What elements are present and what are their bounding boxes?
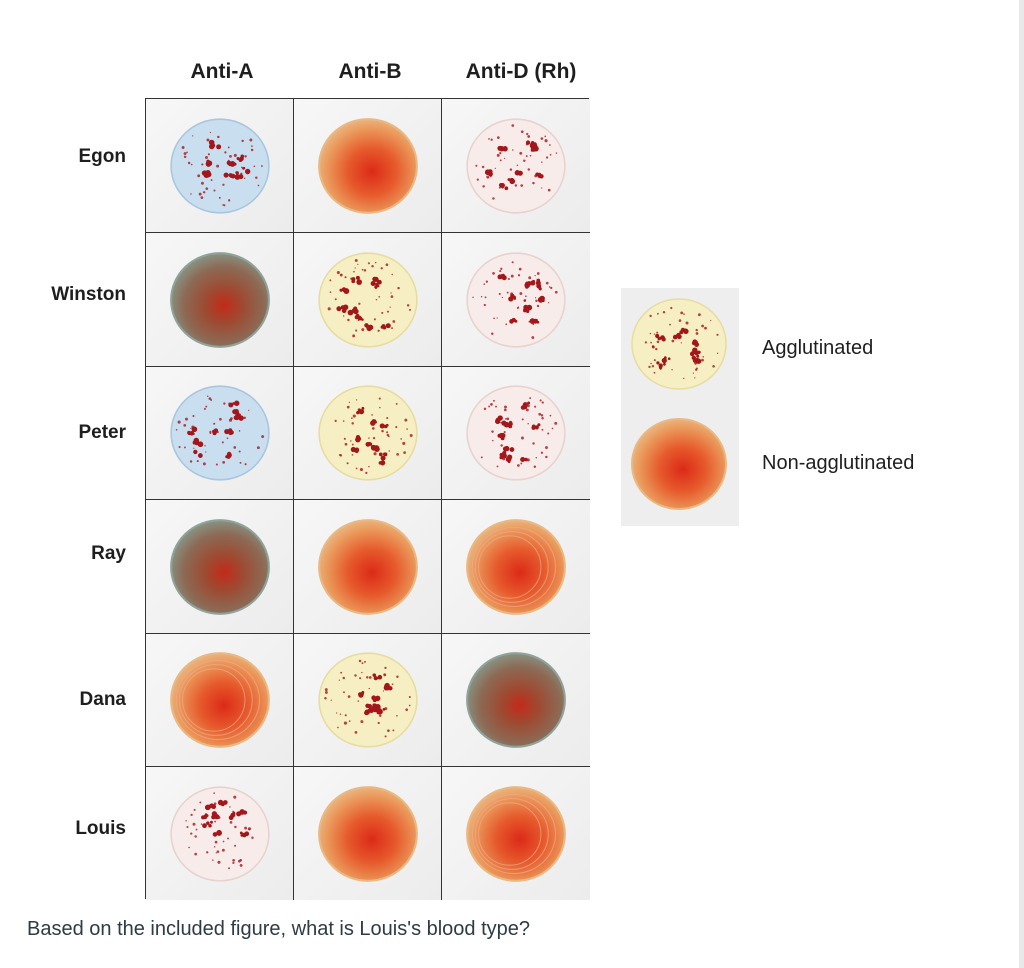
row-label-louis: Louis (75, 818, 126, 839)
result-cell-dana-2 (294, 634, 442, 767)
page-edge (1019, 0, 1024, 968)
result-cell-louis-1 (146, 767, 294, 900)
legend-agglutinated-sample (631, 298, 727, 390)
result-cell-egon-2 (294, 99, 442, 233)
row-label-dana: Dana (79, 689, 126, 710)
blood-drop-agglutinated-white (169, 785, 270, 882)
result-cell-egon-1 (146, 99, 294, 233)
result-cell-egon-3 (442, 99, 590, 233)
blood-drop-non-agglutinated-rings (169, 652, 270, 748)
row-label-ray: Ray (91, 543, 126, 564)
blood-drop-agglutinated-blue (169, 385, 270, 481)
blood-drop-agglutinated-white (466, 385, 566, 481)
column-header-anti-d: Anti-D (Rh) (465, 60, 577, 83)
result-cell-ray-3 (442, 500, 590, 634)
result-cell-dana-1 (146, 634, 294, 767)
row-label-winston: Winston (51, 284, 126, 305)
blood-drop-agglutinated-white (466, 251, 566, 348)
legend-non-agglutinated-label: Non-agglutinated (762, 452, 915, 474)
blood-drop-non-agglutinated-dark (169, 518, 270, 615)
result-cell-peter-2 (294, 367, 442, 500)
blood-drop-agglutinated-blue (169, 117, 270, 214)
blood-drop-non-agglutinated (317, 785, 418, 882)
result-cell-winston-3 (442, 233, 590, 367)
legend-non-agglutinated-sample (631, 418, 727, 510)
result-cell-winston-1 (146, 233, 294, 367)
blood-drop-agglutinated-yellow (317, 385, 418, 481)
blood-drop-non-agglutinated-dark (169, 251, 270, 348)
column-header-anti-b: Anti-B (338, 60, 402, 83)
result-cell-peter-1 (146, 367, 294, 500)
blood-drop-agglutinated-yellow (317, 251, 418, 348)
legend-samples (621, 288, 739, 526)
result-cell-louis-3 (442, 767, 590, 900)
result-cell-dana-3 (442, 634, 590, 767)
blood-drop-agglutinated-yellow (317, 652, 418, 748)
question-text: Based on the included figure, what is Lo… (27, 918, 531, 940)
blood-drop-non-agglutinated-rings (466, 785, 566, 882)
result-cell-louis-2 (294, 767, 442, 900)
blood-drop-agglutinated-white (466, 117, 566, 214)
blood-drop-non-agglutinated-rings (466, 518, 566, 615)
result-cell-ray-2 (294, 500, 442, 634)
column-header-anti-a: Anti-A (190, 60, 254, 83)
legend-agglutinated-label: Agglutinated (762, 337, 874, 359)
blood-drop-non-agglutinated-dark (466, 652, 566, 748)
row-label-egon: Egon (78, 146, 127, 167)
result-cell-ray-1 (146, 500, 294, 634)
result-cell-peter-3 (442, 367, 590, 500)
row-label-peter: Peter (78, 422, 126, 443)
blood-drop-non-agglutinated (317, 518, 418, 615)
result-cell-winston-2 (294, 233, 442, 367)
blood-drop-non-agglutinated (317, 117, 418, 214)
blood-test-grid (145, 98, 590, 900)
